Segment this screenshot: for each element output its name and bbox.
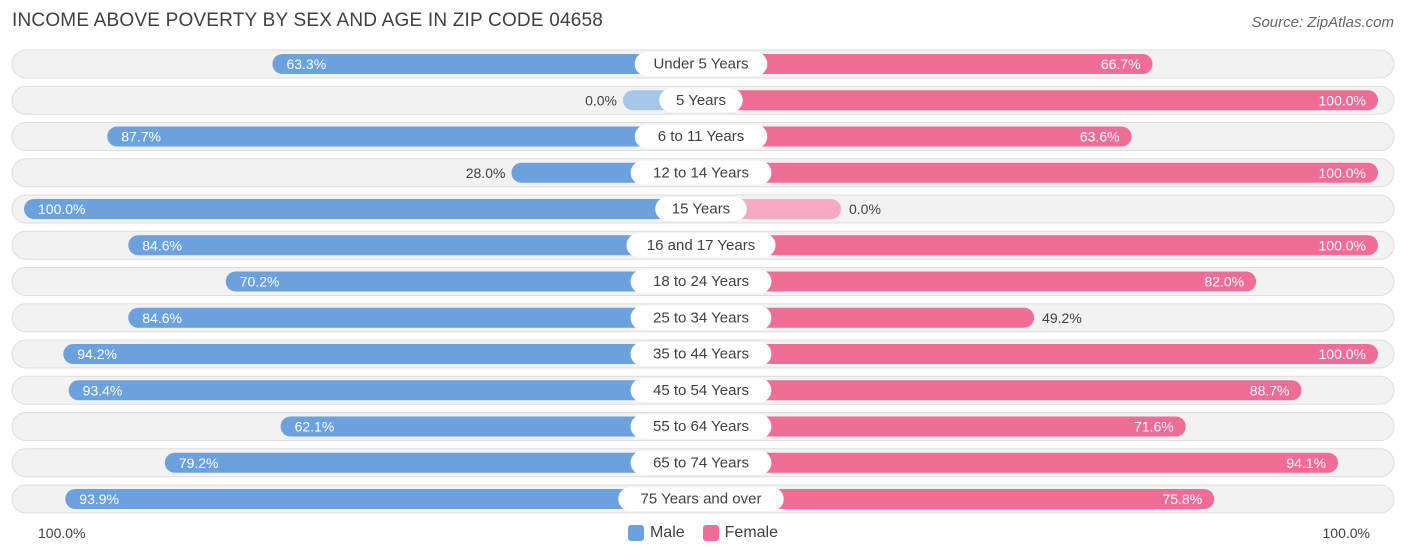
male-value-label: 63.3%: [286, 56, 326, 72]
chart-legend: Male Female: [0, 524, 1406, 542]
male-value-label: 87.7%: [121, 129, 161, 145]
female-value-label: 66.7%: [1101, 56, 1141, 72]
male-bar: [63, 344, 702, 364]
chart-source: Source: ZipAtlas.com: [1251, 14, 1394, 31]
category-label-bg: [618, 487, 784, 511]
female-value-label: 100.0%: [1319, 237, 1366, 253]
female-value-label: 75.8%: [1162, 491, 1202, 507]
female-bar: [701, 271, 1257, 292]
male-bar: [225, 271, 701, 292]
female-bar: [701, 344, 1378, 364]
male-bar: [280, 416, 701, 437]
male-value-label: 100.0%: [38, 201, 85, 217]
category-label: 55 to 64 Years: [653, 418, 749, 435]
category-label-bg: [630, 160, 772, 185]
category-label-bg: [634, 52, 768, 76]
female-value-label: 100.0%: [1319, 346, 1366, 362]
male-bar: [128, 235, 701, 256]
category-label: 15 Years: [672, 201, 730, 218]
category-label-bg: [630, 450, 772, 475]
category-label: 12 to 14 Years: [653, 164, 749, 181]
axis-right-label: 100.0%: [1322, 525, 1370, 541]
male-bar: [272, 54, 701, 74]
female-bar: [701, 380, 1302, 401]
category-label-bg: [626, 233, 776, 258]
category-label-bg: [630, 414, 772, 439]
male-bar: [164, 452, 702, 473]
female-value-label: 71.6%: [1134, 419, 1174, 435]
legend-male-swatch: [627, 525, 644, 541]
male-value-label: 94.2%: [77, 346, 117, 362]
category-label: 5 Years: [676, 92, 726, 109]
male-value-label: 0.0%: [585, 92, 617, 108]
female-value-label: 0.0%: [849, 201, 881, 217]
category-label-bg: [655, 197, 747, 221]
category-label: 65 to 74 Years: [653, 454, 749, 471]
female-value-label: 100.0%: [1319, 165, 1366, 181]
female-bar: [701, 126, 1132, 147]
male-value-label: 79.2%: [179, 455, 219, 471]
female-value-label: 49.2%: [1042, 310, 1082, 326]
female-value-label: 100.0%: [1319, 92, 1366, 108]
male-bar: [128, 307, 701, 328]
category-label: 75 Years and over: [641, 491, 762, 508]
category-label-bg: [659, 88, 743, 113]
category-label: 45 to 54 Years: [653, 382, 749, 399]
male-value-label: 93.9%: [79, 491, 119, 507]
category-label-bg: [634, 124, 768, 149]
male-bar: [107, 126, 701, 147]
male-value-label: 84.6%: [142, 310, 182, 326]
chart-title: INCOME ABOVE POVERTY BY SEX AND AGE IN Z…: [12, 10, 604, 31]
female-bar: [701, 54, 1153, 74]
male-bar: [24, 199, 701, 219]
category-label: 6 to 11 Years: [658, 128, 744, 145]
male-value-label: 93.4%: [83, 382, 123, 398]
male-bar: [65, 489, 701, 509]
category-label: Under 5 Years: [653, 56, 748, 73]
female-value-label: 82.0%: [1204, 274, 1244, 290]
category-label-bg: [630, 269, 772, 294]
category-label: 35 to 44 Years: [653, 346, 749, 363]
category-label: 16 and 17 Years: [647, 237, 755, 254]
category-label: 25 to 34 Years: [653, 309, 749, 326]
female-bar: [701, 452, 1339, 473]
legend-female: Female: [702, 524, 779, 542]
category-label-bg: [630, 378, 772, 403]
category-label-bg: [630, 342, 772, 366]
female-bar: [701, 416, 1186, 437]
legend-male-label: Male: [649, 524, 685, 541]
male-value-label: 84.6%: [142, 237, 182, 253]
legend-female-swatch: [702, 525, 719, 541]
male-value-label: 62.1%: [295, 419, 335, 435]
male-value-label: 28.0%: [466, 165, 506, 181]
female-value-label: 94.1%: [1286, 455, 1326, 471]
male-bar: [68, 380, 701, 401]
female-bar: [701, 307, 1035, 328]
female-bar: [701, 90, 1378, 111]
legend-male: Male: [627, 524, 685, 542]
category-label-bg: [630, 305, 772, 330]
female-bar: [701, 489, 1215, 509]
male-value-label: 70.2%: [240, 274, 280, 290]
female-bar: [701, 235, 1378, 256]
female-bar: [701, 162, 1378, 183]
female-value-label: 63.6%: [1080, 129, 1120, 145]
income-poverty-chart: 63.3% 66.7% Under 5 Years 0.0% 100.0% 5 Years…: [11, 49, 1395, 514]
legend-female-label: Female: [724, 524, 779, 541]
axis-left-label: 100.0%: [38, 525, 86, 541]
female-value-label: 88.7%: [1250, 382, 1290, 398]
category-label: 18 to 24 Years: [653, 273, 749, 290]
